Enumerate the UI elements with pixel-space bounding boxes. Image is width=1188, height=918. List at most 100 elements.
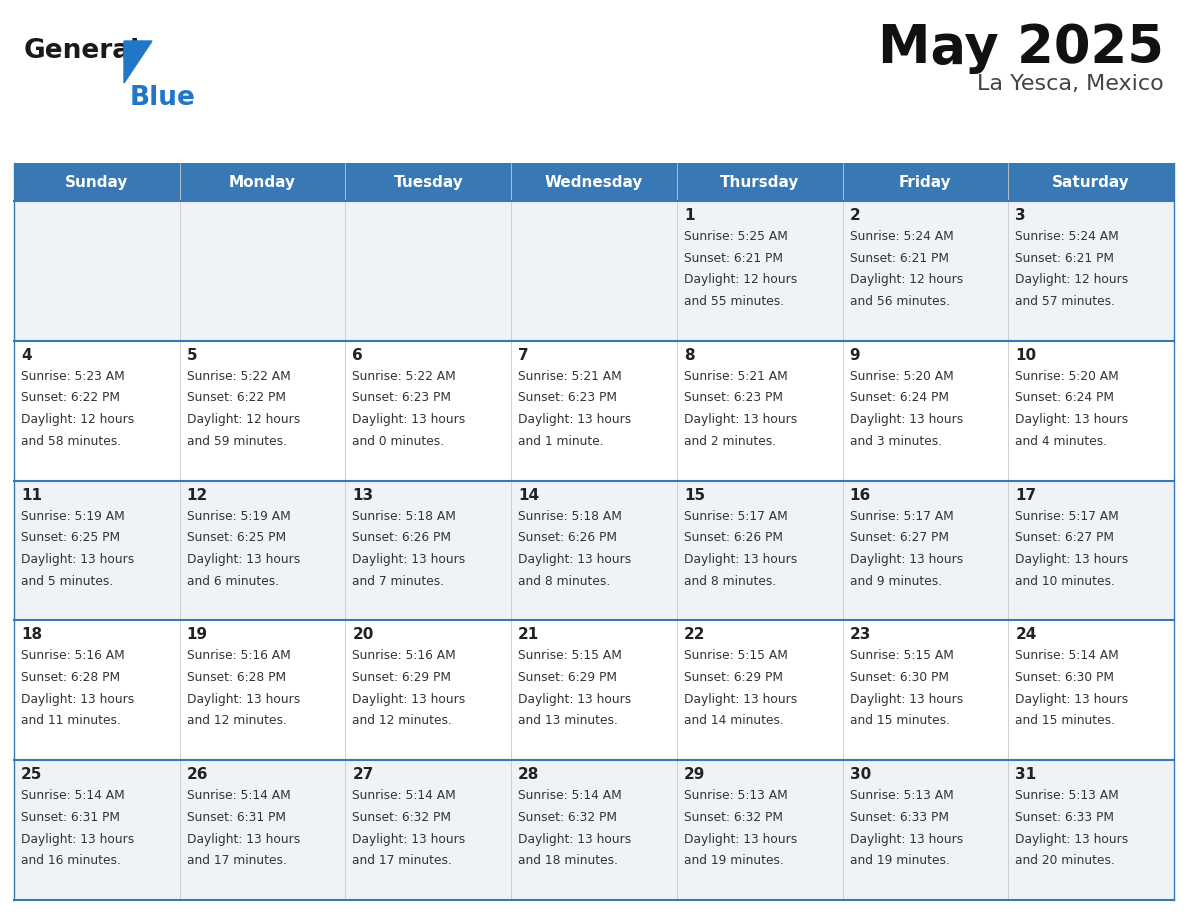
Text: and 12 minutes.: and 12 minutes.	[353, 714, 453, 727]
Text: Sunset: 6:25 PM: Sunset: 6:25 PM	[21, 532, 120, 544]
Text: Sunset: 6:32 PM: Sunset: 6:32 PM	[684, 811, 783, 823]
Text: Sunset: 6:28 PM: Sunset: 6:28 PM	[21, 671, 120, 684]
Text: 14: 14	[518, 487, 539, 502]
Text: La Yesca, Mexico: La Yesca, Mexico	[978, 74, 1164, 94]
Text: 16: 16	[849, 487, 871, 502]
Text: Sunset: 6:27 PM: Sunset: 6:27 PM	[1016, 532, 1114, 544]
Text: and 6 minutes.: and 6 minutes.	[187, 575, 279, 588]
Text: Sunset: 6:21 PM: Sunset: 6:21 PM	[849, 252, 948, 264]
Text: Sunset: 6:28 PM: Sunset: 6:28 PM	[187, 671, 286, 684]
Text: Sunset: 6:23 PM: Sunset: 6:23 PM	[684, 391, 783, 405]
Polygon shape	[124, 41, 152, 83]
Text: 6: 6	[353, 348, 364, 363]
Text: Tuesday: Tuesday	[393, 174, 463, 189]
Text: Sunrise: 5:13 AM: Sunrise: 5:13 AM	[1016, 789, 1119, 802]
Text: Sunrise: 5:14 AM: Sunrise: 5:14 AM	[1016, 649, 1119, 663]
Bar	[346, 163, 511, 201]
Text: 31: 31	[1016, 767, 1036, 782]
Text: 26: 26	[187, 767, 208, 782]
Text: 7: 7	[518, 348, 529, 363]
Text: Sunrise: 5:14 AM: Sunrise: 5:14 AM	[353, 789, 456, 802]
Bar	[14, 760, 1174, 900]
Text: and 19 minutes.: and 19 minutes.	[849, 855, 949, 868]
Text: Sunset: 6:29 PM: Sunset: 6:29 PM	[518, 671, 617, 684]
Text: Sunrise: 5:20 AM: Sunrise: 5:20 AM	[849, 370, 953, 383]
Text: Daylight: 13 hours: Daylight: 13 hours	[684, 693, 797, 706]
Text: and 18 minutes.: and 18 minutes.	[518, 855, 618, 868]
Text: Sunset: 6:29 PM: Sunset: 6:29 PM	[684, 671, 783, 684]
Text: 21: 21	[518, 627, 539, 643]
Text: Sunrise: 5:16 AM: Sunrise: 5:16 AM	[353, 649, 456, 663]
Text: Daylight: 13 hours: Daylight: 13 hours	[1016, 833, 1129, 845]
Text: Daylight: 13 hours: Daylight: 13 hours	[518, 553, 631, 565]
Text: Sunrise: 5:22 AM: Sunrise: 5:22 AM	[353, 370, 456, 383]
Text: Daylight: 12 hours: Daylight: 12 hours	[21, 413, 134, 426]
Text: Sunset: 6:27 PM: Sunset: 6:27 PM	[849, 532, 948, 544]
Text: Monday: Monday	[229, 174, 296, 189]
Text: Sunrise: 5:16 AM: Sunrise: 5:16 AM	[21, 649, 125, 663]
Text: and 1 minute.: and 1 minute.	[518, 435, 604, 448]
Text: Daylight: 13 hours: Daylight: 13 hours	[849, 413, 962, 426]
Text: Sunrise: 5:19 AM: Sunrise: 5:19 AM	[187, 509, 290, 522]
Text: Sunset: 6:25 PM: Sunset: 6:25 PM	[187, 532, 286, 544]
Text: Sunset: 6:21 PM: Sunset: 6:21 PM	[1016, 252, 1114, 264]
Text: Sunrise: 5:16 AM: Sunrise: 5:16 AM	[187, 649, 290, 663]
Text: and 3 minutes.: and 3 minutes.	[849, 435, 942, 448]
Text: and 55 minutes.: and 55 minutes.	[684, 295, 784, 308]
Text: Sunrise: 5:19 AM: Sunrise: 5:19 AM	[21, 509, 125, 522]
Text: and 10 minutes.: and 10 minutes.	[1016, 575, 1116, 588]
Text: and 16 minutes.: and 16 minutes.	[21, 855, 121, 868]
Text: Sunset: 6:33 PM: Sunset: 6:33 PM	[849, 811, 948, 823]
Text: Sunset: 6:31 PM: Sunset: 6:31 PM	[187, 811, 286, 823]
Text: Daylight: 13 hours: Daylight: 13 hours	[684, 833, 797, 845]
Text: Sunrise: 5:13 AM: Sunrise: 5:13 AM	[849, 789, 953, 802]
Text: Daylight: 13 hours: Daylight: 13 hours	[187, 553, 299, 565]
Text: Daylight: 13 hours: Daylight: 13 hours	[849, 833, 962, 845]
Text: and 7 minutes.: and 7 minutes.	[353, 575, 444, 588]
Text: Daylight: 13 hours: Daylight: 13 hours	[353, 693, 466, 706]
Text: Daylight: 13 hours: Daylight: 13 hours	[849, 693, 962, 706]
Text: Daylight: 13 hours: Daylight: 13 hours	[353, 413, 466, 426]
Text: 27: 27	[353, 767, 374, 782]
Text: Daylight: 13 hours: Daylight: 13 hours	[187, 693, 299, 706]
Bar	[14, 481, 1174, 621]
Text: Daylight: 13 hours: Daylight: 13 hours	[353, 553, 466, 565]
Text: and 57 minutes.: and 57 minutes.	[1016, 295, 1116, 308]
Text: Daylight: 13 hours: Daylight: 13 hours	[684, 413, 797, 426]
Text: Sunset: 6:24 PM: Sunset: 6:24 PM	[1016, 391, 1114, 405]
Text: and 8 minutes.: and 8 minutes.	[518, 575, 611, 588]
Text: Sunrise: 5:25 AM: Sunrise: 5:25 AM	[684, 230, 788, 243]
Text: and 15 minutes.: and 15 minutes.	[1016, 714, 1116, 727]
Text: Daylight: 13 hours: Daylight: 13 hours	[353, 833, 466, 845]
Text: 29: 29	[684, 767, 706, 782]
Bar	[511, 163, 677, 201]
Text: Blue: Blue	[129, 85, 196, 111]
Text: Sunrise: 5:17 AM: Sunrise: 5:17 AM	[849, 509, 953, 522]
Text: 30: 30	[849, 767, 871, 782]
Text: and 9 minutes.: and 9 minutes.	[849, 575, 942, 588]
Text: and 2 minutes.: and 2 minutes.	[684, 435, 776, 448]
Text: and 14 minutes.: and 14 minutes.	[684, 714, 784, 727]
Text: Sunday: Sunday	[65, 174, 128, 189]
Text: Sunset: 6:32 PM: Sunset: 6:32 PM	[518, 811, 617, 823]
Text: Daylight: 13 hours: Daylight: 13 hours	[684, 553, 797, 565]
Text: Daylight: 13 hours: Daylight: 13 hours	[518, 693, 631, 706]
Text: Sunset: 6:22 PM: Sunset: 6:22 PM	[21, 391, 120, 405]
Text: 15: 15	[684, 487, 704, 502]
Text: and 20 minutes.: and 20 minutes.	[1016, 855, 1116, 868]
Text: Sunrise: 5:14 AM: Sunrise: 5:14 AM	[518, 789, 621, 802]
Text: Sunrise: 5:14 AM: Sunrise: 5:14 AM	[187, 789, 290, 802]
Text: Sunset: 6:26 PM: Sunset: 6:26 PM	[684, 532, 783, 544]
Text: Daylight: 13 hours: Daylight: 13 hours	[21, 693, 134, 706]
Text: 17: 17	[1016, 487, 1036, 502]
Text: and 58 minutes.: and 58 minutes.	[21, 435, 121, 448]
Text: 4: 4	[21, 348, 32, 363]
Text: and 0 minutes.: and 0 minutes.	[353, 435, 444, 448]
Text: 2: 2	[849, 208, 860, 223]
Text: Sunset: 6:30 PM: Sunset: 6:30 PM	[1016, 671, 1114, 684]
Text: 25: 25	[21, 767, 43, 782]
Text: 8: 8	[684, 348, 695, 363]
Bar	[14, 341, 1174, 481]
Text: Daylight: 12 hours: Daylight: 12 hours	[684, 274, 797, 286]
Text: and 59 minutes.: and 59 minutes.	[187, 435, 286, 448]
